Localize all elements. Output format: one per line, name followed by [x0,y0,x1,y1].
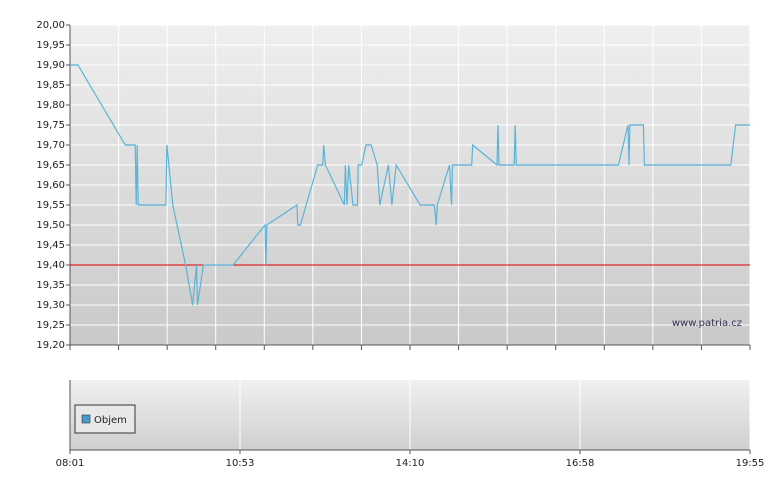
price-line [70,64,750,306]
y-tick-label: 19,70 [36,140,65,151]
y-tick-label: 19,25 [36,320,65,331]
y-tick-label: 19,20 [36,340,65,351]
x-tick-label: 10:53 [226,458,255,469]
y-tick-label: 19,90 [36,60,65,71]
y-tick-label: 19,60 [36,180,65,191]
legend-label: Objem [94,415,127,426]
y-tick-label: 20,00 [36,20,65,31]
x-tick-label: 08:01 [56,458,85,469]
legend-swatch [81,414,91,424]
x-tick-label: 16:58 [566,458,595,469]
y-tick-label: 19,80 [36,100,65,111]
y-tick-label: 19,75 [36,120,65,131]
y-tick-label: 19,95 [36,40,65,51]
y-tick-label: 19,30 [36,300,65,311]
y-tick-label: 19,35 [36,280,65,291]
y-tick-label: 19,40 [36,260,65,271]
y-tick-label: 19,45 [36,240,65,251]
x-tick-label: 19:55 [736,458,765,469]
y-tick-label: 19,50 [36,220,65,231]
x-tick-label: 14:10 [396,458,425,469]
y-tick-label: 19,55 [36,200,65,211]
y-tick-label: 19,65 [36,160,65,171]
y-tick-label: 19,85 [36,80,65,91]
watermark: www.patria.cz [672,318,742,329]
